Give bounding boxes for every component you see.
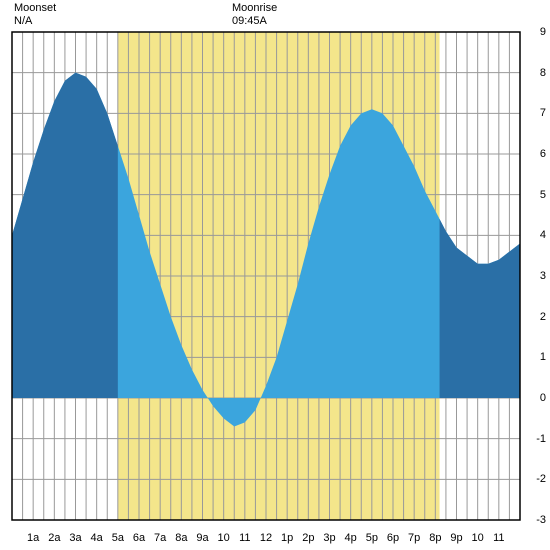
y-tick-label: -3 bbox=[536, 514, 546, 526]
x-tick-label: 8p bbox=[429, 532, 441, 544]
x-tick-label: 7p bbox=[408, 532, 420, 544]
x-tick-label: 9p bbox=[450, 532, 462, 544]
tide-chart: Moonset N/A Moonrise 09:45A -3-2-1012345… bbox=[0, 0, 550, 550]
x-tick-label: 8a bbox=[175, 532, 187, 544]
y-tick-label: 2 bbox=[540, 311, 546, 323]
x-tick-label: 10 bbox=[472, 532, 484, 544]
x-tick-label: 3p bbox=[323, 532, 335, 544]
x-tick-label: 12 bbox=[260, 532, 272, 544]
x-tick-label: 1p bbox=[281, 532, 293, 544]
x-tick-label: 2a bbox=[48, 532, 60, 544]
y-tick-label: 3 bbox=[540, 270, 546, 282]
plot-area bbox=[0, 0, 550, 550]
x-tick-label: 6a bbox=[133, 532, 145, 544]
moonrise-block: Moonrise 09:45A bbox=[232, 2, 277, 28]
moonset-label: Moonset bbox=[14, 2, 56, 15]
x-tick-label: 6p bbox=[387, 532, 399, 544]
x-tick-label: 10 bbox=[218, 532, 230, 544]
moonset-block: Moonset N/A bbox=[14, 2, 56, 28]
x-tick-label: 3a bbox=[69, 532, 81, 544]
y-tick-label: -2 bbox=[536, 473, 546, 485]
x-tick-label: 4a bbox=[91, 532, 103, 544]
y-tick-label: 5 bbox=[540, 189, 546, 201]
x-tick-label: 4p bbox=[345, 532, 357, 544]
x-tick-label: 7a bbox=[154, 532, 166, 544]
moonrise-label: Moonrise bbox=[232, 2, 277, 15]
x-tick-label: 9a bbox=[196, 532, 208, 544]
y-tick-label: 8 bbox=[540, 67, 546, 79]
x-tick-label: 11 bbox=[239, 532, 250, 544]
y-tick-label: 0 bbox=[540, 392, 546, 404]
x-tick-label: 5p bbox=[366, 532, 378, 544]
y-tick-label: 7 bbox=[540, 107, 546, 119]
y-tick-label: -1 bbox=[536, 433, 546, 445]
x-tick-label: 2p bbox=[302, 532, 314, 544]
x-tick-label: 11 bbox=[493, 532, 504, 544]
y-tick-label: 9 bbox=[540, 26, 546, 38]
x-tick-label: 5a bbox=[112, 532, 124, 544]
x-tick-label: 1a bbox=[27, 532, 39, 544]
moonrise-value: 09:45A bbox=[232, 15, 277, 28]
moonset-value: N/A bbox=[14, 15, 56, 28]
y-tick-label: 1 bbox=[540, 351, 546, 363]
y-tick-label: 6 bbox=[540, 148, 546, 160]
y-tick-label: 4 bbox=[540, 229, 546, 241]
